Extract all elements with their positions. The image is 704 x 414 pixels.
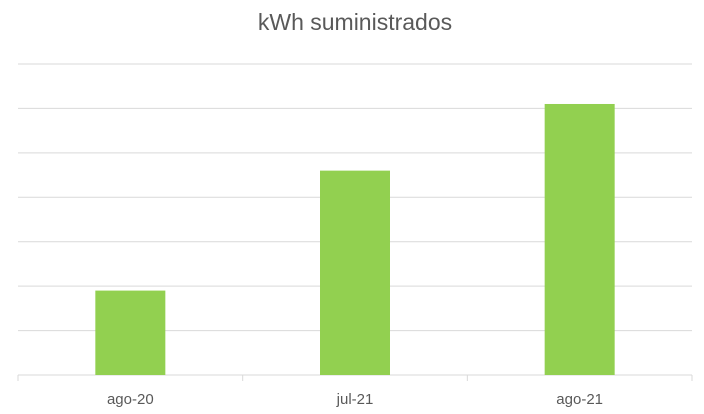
bar [320,170,390,375]
bar [95,290,166,375]
chart-title: kWh suministrados [258,9,452,35]
x-tick-label: jul-21 [336,391,374,408]
x-tick-label: ago-21 [556,391,603,408]
x-tick-label: ago-20 [107,391,154,408]
bar [544,103,615,375]
